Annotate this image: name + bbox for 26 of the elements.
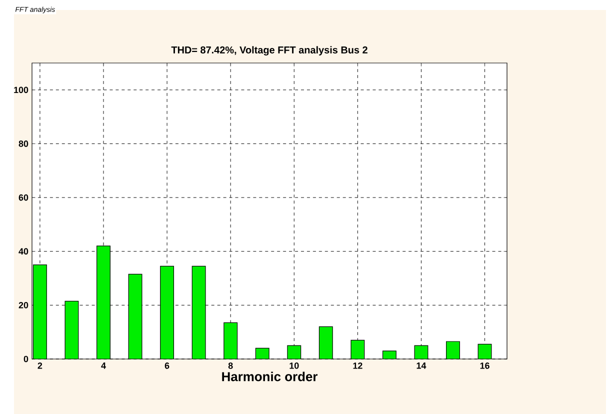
x-tick-label: 6 [164,362,170,369]
bar [128,274,142,359]
bar [160,266,174,359]
y-tick-label: 80 [18,140,28,147]
bar [318,326,333,359]
bar [192,266,206,359]
y-tick-label: 20 [18,302,28,308]
x-tick-label: 10 [290,362,299,369]
y-tick-label: 100 [14,86,28,94]
x-axis-title: Harmonic order [222,372,318,382]
bar [64,300,79,359]
x-tick-label: 2 [38,362,42,369]
bar [224,322,238,359]
y-tick-label: 0 [24,356,28,362]
y-tick-label: 40 [18,248,28,255]
y-tick-label: 60 [18,194,28,201]
x-tick-label: 16 [480,362,490,369]
bar [350,340,365,359]
x-tick-label: 12 [353,362,362,369]
bar [96,246,110,359]
x-tick-label: 8 [228,362,233,369]
bar [33,264,47,359]
x-tick-label: 14 [416,362,426,369]
bar [446,341,460,359]
chart-title: THD= 87.42%, Voltage FFT analysis Bus 2 [171,46,368,56]
x-tick-label: 4 [101,362,106,369]
